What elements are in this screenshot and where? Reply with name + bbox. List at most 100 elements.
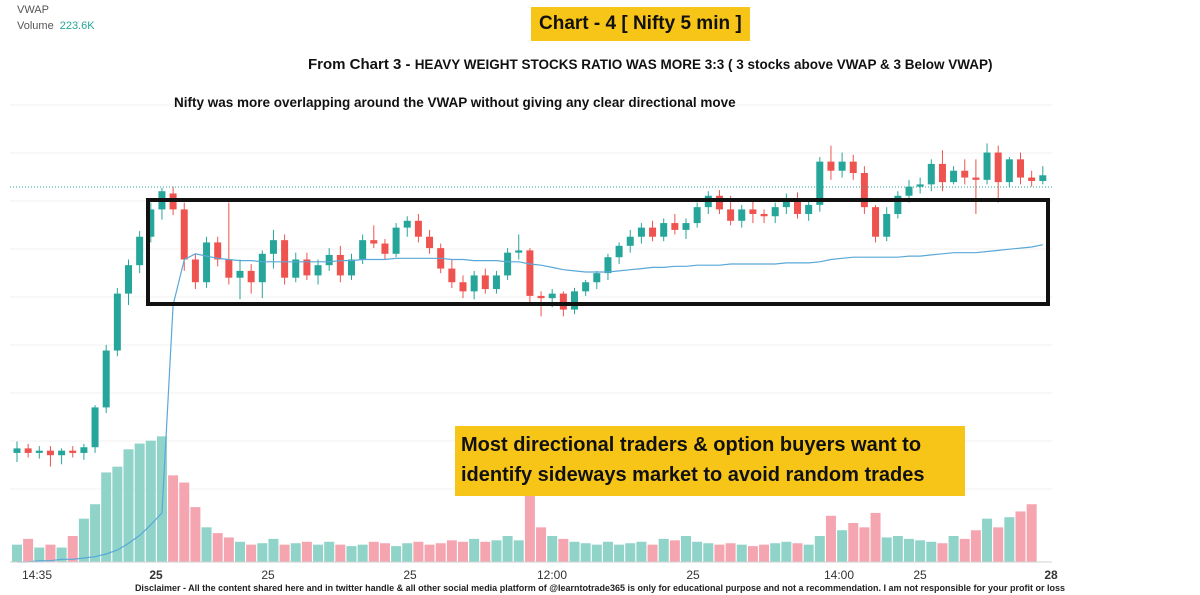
volume-bar: [692, 541, 703, 562]
candle-body: [604, 257, 612, 274]
chart-legend: VWAP Volume 223.6K: [17, 2, 95, 34]
volume-bar: [524, 484, 535, 562]
candle: [961, 159, 969, 185]
candle-body: [269, 240, 277, 254]
volume-bar: [435, 543, 446, 562]
volume-bar: [179, 482, 190, 562]
x-tick-label: 14:00: [824, 568, 854, 582]
candle: [582, 279, 590, 296]
candle-body: [258, 253, 266, 283]
candle: [46, 446, 54, 467]
candle: [682, 218, 690, 239]
candle: [470, 270, 478, 300]
candle: [348, 253, 355, 280]
volume-bar: [78, 518, 89, 562]
volume-bar: [56, 547, 67, 562]
volume-bar: [268, 538, 279, 562]
x-tick-label: 25: [403, 568, 417, 582]
chart-title: Chart - 4 [ Nifty 5 min ]: [531, 7, 750, 41]
volume-bar: [1015, 511, 1026, 562]
volume-bars: [12, 436, 1037, 562]
candle-body: [994, 152, 1002, 183]
candle-body: [950, 170, 958, 183]
callout-box: Most directional traders & option buyers…: [455, 426, 965, 496]
x-tick-label: 14:35: [22, 568, 52, 582]
candle-body: [515, 250, 523, 253]
candle-body: [816, 161, 824, 205]
volume-bar: [904, 538, 914, 562]
candle-body: [236, 270, 244, 278]
volume-bar: [246, 544, 257, 562]
candle-body: [180, 209, 188, 260]
volume-bar: [145, 440, 156, 562]
subtitle-text: HEAVY WEIGHT STOCKS RATIO WAS MORE 3:3 (…: [414, 57, 993, 72]
volume-bar: [591, 544, 602, 562]
x-tick-label: 12:00: [537, 568, 567, 582]
candle: [325, 248, 333, 271]
volume-bar: [279, 544, 290, 562]
candle-body: [693, 207, 701, 224]
candle: [1039, 166, 1047, 185]
volume-bar: [235, 541, 245, 562]
volume-bar: [825, 515, 836, 562]
candle-body: [13, 448, 21, 453]
volume-bar: [714, 544, 725, 562]
candle-body: [1005, 159, 1013, 183]
candle-body: [637, 227, 645, 237]
candle-body: [894, 195, 902, 214]
candle-body: [1039, 175, 1047, 181]
candle: [236, 259, 244, 300]
candle-body: [336, 254, 344, 276]
volume-bar: [881, 537, 892, 562]
candle: [492, 270, 500, 294]
candle-body: [860, 173, 868, 208]
volume-bar: [636, 541, 647, 562]
volume-bar: [569, 541, 580, 562]
candle: [113, 287, 121, 357]
volume-bar: [803, 544, 814, 562]
candle-body: [1028, 177, 1036, 181]
volume-bar: [357, 544, 368, 562]
candle: [414, 213, 422, 243]
candle: [649, 220, 657, 242]
candle-body: [459, 282, 467, 292]
volume-bar: [469, 538, 480, 562]
candle-body: [69, 450, 77, 453]
legend-volume-label: Volume: [17, 20, 54, 32]
candle-body: [191, 259, 199, 283]
disclaimer-text: Disclaimer - All the content shared here…: [134, 583, 1066, 593]
volume-bar: [301, 541, 312, 562]
candle-body: [571, 291, 578, 310]
volume-bar: [112, 466, 123, 562]
volume-bar: [335, 544, 346, 562]
candle: [314, 259, 322, 285]
x-tick-label: 25: [261, 568, 275, 582]
candle: [258, 250, 266, 299]
callout-line-1: Most directional traders & option buyers…: [461, 434, 922, 456]
candle-body: [671, 223, 679, 230]
candle: [749, 200, 757, 224]
volume-bar: [45, 544, 56, 562]
vwap-line: [17, 244, 1043, 563]
candle-body: [348, 259, 355, 276]
volume-bar: [647, 544, 658, 562]
candle: [392, 223, 400, 258]
candle: [950, 166, 958, 185]
volume-bar: [725, 543, 736, 562]
candle: [916, 177, 924, 194]
volume-bar: [759, 544, 770, 562]
candle: [1005, 157, 1013, 187]
volume-bar: [937, 543, 948, 562]
candle-body: [526, 250, 534, 296]
candle: [604, 253, 612, 280]
candle-body: [961, 170, 969, 178]
volume-bar: [257, 543, 268, 562]
candle: [827, 145, 835, 180]
candle-body: [448, 268, 456, 283]
candle-body: [46, 450, 54, 456]
candle-body: [805, 204, 813, 214]
x-tick-label: 28: [1044, 568, 1058, 582]
candle: [883, 207, 891, 242]
candle-body: [481, 275, 489, 290]
